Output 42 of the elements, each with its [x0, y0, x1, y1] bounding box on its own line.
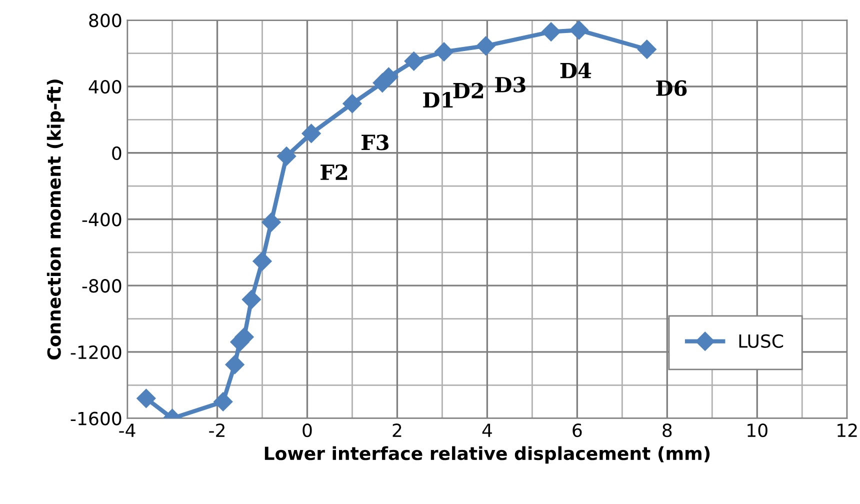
x-tick-label: 0	[302, 424, 312, 438]
annotation: D6	[656, 80, 687, 96]
x-tick-label: -2	[209, 424, 224, 437]
y-tick-label: 0	[112, 146, 122, 160]
point	[542, 22, 561, 42]
point	[277, 146, 296, 166]
x-tick-label: 8	[662, 424, 672, 438]
point	[136, 388, 156, 408]
y-tick-label: 800	[89, 14, 122, 28]
legend-label: LUSC	[739, 334, 784, 348]
annotation: D1	[423, 92, 453, 108]
point	[225, 355, 244, 374]
point	[569, 20, 588, 40]
point	[476, 36, 496, 56]
x-tick-label: 12	[838, 424, 857, 437]
y-tick-label: 400	[88, 80, 122, 94]
y-tick-label: -1200	[70, 345, 122, 360]
x-axis-title: Lower interface relative displacement (mm)	[264, 446, 710, 464]
point	[379, 67, 398, 86]
y-tick-label: -1600	[70, 412, 122, 426]
point	[434, 42, 454, 62]
annotation: D2	[453, 82, 484, 98]
x-tick-label: 2	[392, 424, 402, 437]
point	[342, 94, 362, 114]
point	[214, 392, 233, 412]
y-axis-title: Connection moment (kip-ft)	[46, 80, 64, 360]
y-tick-label: -400	[82, 212, 122, 226]
annotation: D3	[495, 76, 526, 93]
point	[404, 52, 424, 71]
annotation: D4	[560, 62, 592, 78]
x-tick-label: 10	[748, 424, 768, 438]
annotation: F3	[362, 134, 389, 150]
y-tick-label: -800	[82, 279, 122, 293]
x-tick-label: 6	[572, 424, 582, 438]
point	[242, 290, 261, 310]
point	[637, 40, 656, 59]
point	[262, 212, 281, 232]
annotation: F2	[320, 164, 348, 180]
point	[252, 252, 272, 271]
point	[302, 124, 321, 144]
x-tick-label: 4	[482, 424, 492, 437]
x-tick-label: -4	[119, 424, 136, 437]
